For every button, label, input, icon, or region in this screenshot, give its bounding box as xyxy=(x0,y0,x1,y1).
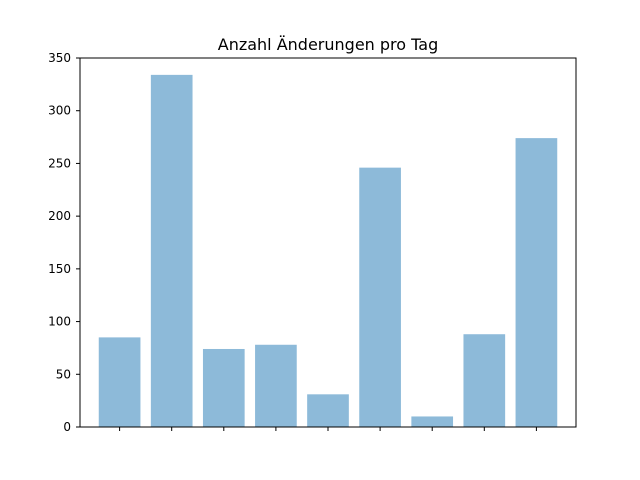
bar-7 xyxy=(411,416,454,427)
y-tick-label-300: 300 xyxy=(48,104,71,118)
bar-8 xyxy=(463,334,506,427)
y-tick-label-100: 100 xyxy=(48,315,71,329)
y-tick-label-200: 200 xyxy=(48,209,71,223)
bar-9 xyxy=(515,138,558,427)
x-axis-ticks xyxy=(119,427,537,431)
plot-frame xyxy=(79,57,577,428)
bar-4 xyxy=(255,344,297,427)
bars-group xyxy=(98,74,558,428)
bar-3 xyxy=(202,348,245,427)
y-tick-label-50: 50 xyxy=(56,367,71,381)
y-axis-ticks: 0 50 100 150 200 250 300 350 xyxy=(48,51,80,434)
bar-2 xyxy=(150,74,193,428)
y-tick-label-350: 350 xyxy=(48,51,71,65)
bar-5 xyxy=(307,394,349,427)
y-tick-label-0: 0 xyxy=(63,420,71,434)
y-tick-label-150: 150 xyxy=(48,262,71,276)
bar-6 xyxy=(359,167,401,427)
bar-1 xyxy=(98,337,141,427)
chart-title: Anzahl Änderungen pro Tag xyxy=(218,35,438,54)
y-tick-label-250: 250 xyxy=(48,156,71,170)
